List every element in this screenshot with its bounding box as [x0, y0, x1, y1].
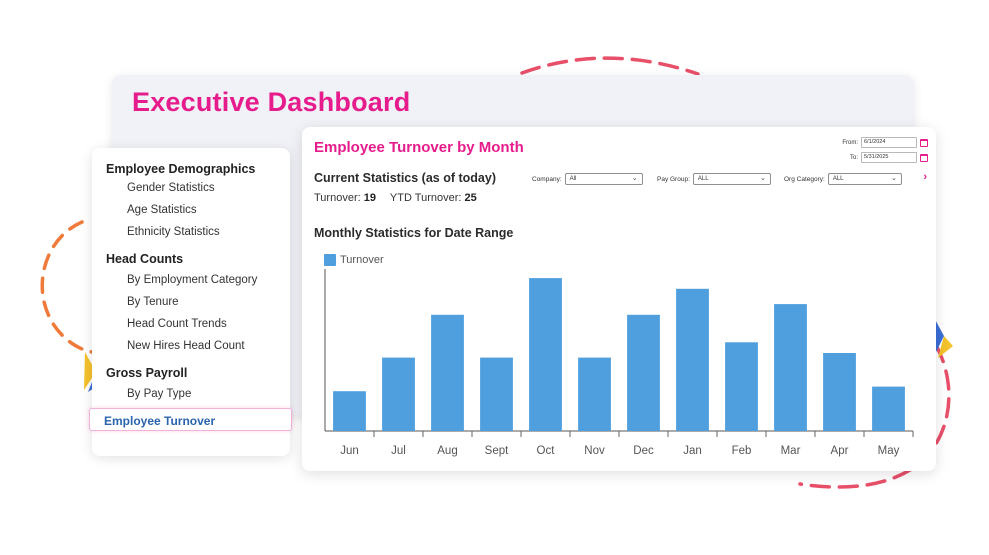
legend-swatch [324, 254, 336, 266]
current-statistics-values: Turnover: 19 YTD Turnover: 25 [314, 192, 477, 204]
x-tick-label-jul: Jul [391, 445, 406, 457]
x-tick-label-oct: Oct [537, 445, 556, 457]
ytd-turnover-value: 25 [464, 192, 477, 204]
date-to-input[interactable]: 5/31/2025 [861, 152, 917, 163]
report-title: Employee Turnover by Month [314, 139, 524, 156]
dashboard-title: Executive Dashboard [132, 87, 411, 117]
legend-label-turnover: Turnover [340, 254, 384, 266]
x-tick-label-apr: Apr [831, 445, 849, 457]
date-from-input[interactable]: 6/1/2024 [861, 137, 917, 148]
nav-item-by-pay-type[interactable]: By Pay Type [127, 388, 192, 400]
bar-oct[interactable] [529, 278, 562, 431]
date-from-label: From: [842, 139, 858, 146]
nav-item-head-count-trends[interactable]: Head Count Trends [127, 318, 227, 330]
chart-legend: Turnover [324, 254, 384, 266]
nav-group-employee-demographics[interactable]: Employee Demographics [106, 162, 256, 176]
x-tick-label-sept: Sept [485, 445, 509, 457]
nav-item-by-employment-category[interactable]: By Employment Category [127, 274, 258, 286]
x-tick-label-may: May [878, 445, 900, 457]
calendar-icon[interactable] [920, 138, 928, 147]
bar-apr[interactable] [823, 353, 856, 431]
bar-mar[interactable] [774, 304, 807, 431]
x-tick-label-dec: Dec [633, 445, 654, 457]
date-from-row: From: 6/1/2024 [842, 137, 928, 148]
bar-dec[interactable] [627, 314, 660, 431]
x-tick-label-feb: Feb [732, 445, 752, 457]
chevron-down-icon: ⌄ [760, 175, 766, 182]
org-category-filter: Org Category: ALL ⌄ [784, 173, 902, 185]
date-to-row: To: 5/31/2025 [850, 152, 928, 163]
turnover-label: Turnover: [314, 192, 361, 204]
bar-may[interactable] [872, 386, 905, 431]
bar-nov[interactable] [578, 357, 611, 431]
monthly-statistics-title: Monthly Statistics for Date Range [314, 226, 514, 240]
bar-jan[interactable] [676, 288, 709, 431]
x-tick-label-jun: Jun [340, 445, 359, 457]
chevron-down-icon: ⌄ [631, 175, 638, 182]
bar-jul[interactable] [382, 357, 415, 431]
bar-jun[interactable] [333, 391, 366, 431]
turnover-report-panel: Employee Turnover by Month From: 6/1/202… [302, 127, 936, 471]
nav-group-head-counts[interactable]: Head Counts [106, 252, 184, 266]
company-select-value: All [569, 176, 577, 182]
x-tick-label-aug: Aug [437, 445, 457, 457]
pay-group-select[interactable]: ALL ⌄ [692, 173, 771, 185]
current-statistics-title: Current Statistics (as of today) [314, 171, 496, 185]
company-select[interactable]: All ⌄ [564, 173, 643, 185]
date-to-label: To: [849, 154, 858, 161]
nav-item-age-statistics[interactable]: Age Statistics [127, 204, 197, 216]
pay-group-filter: Pay Group: ALL ⌄ [657, 173, 771, 185]
x-tick-label-nov: Nov [584, 445, 605, 457]
turnover-value: 19 [363, 192, 376, 204]
org-category-select[interactable]: ALL ⌄ [827, 173, 902, 185]
ytd-turnover-label: YTD Turnover: [389, 192, 462, 204]
pay-group-filter-label: Pay Group: [657, 175, 690, 183]
company-filter-label: Company: [532, 175, 562, 183]
bar-aug[interactable] [431, 314, 464, 431]
nav-item-ethnicity-statistics[interactable]: Ethnicity Statistics [127, 226, 220, 238]
report-navigation: Employee Demographics Gender Statistics … [89, 148, 292, 456]
pay-group-select-value: ALL [697, 176, 709, 182]
bar-feb[interactable] [725, 342, 758, 431]
nav-item-employee-turnover[interactable]: Employee Turnover [89, 408, 292, 431]
org-category-filter-label: Org Category: [784, 175, 825, 183]
org-category-select-value: ALL [832, 176, 844, 182]
turnover-bar-chart: Jun Jul Aug Sept Oct Nov Dec Jan Feb Mar Apr May [324, 269, 914, 457]
dashed-arc-top [520, 56, 700, 76]
x-tick-label-jan: Jan [683, 445, 702, 457]
nav-item-by-tenure[interactable]: By Tenure [127, 296, 179, 308]
chevron-right-icon[interactable]: › [923, 171, 927, 183]
nav-item-new-hires-head-count[interactable]: New Hires Head Count [127, 340, 245, 352]
calendar-icon[interactable] [920, 153, 928, 162]
nav-group-gross-payroll[interactable]: Gross Payroll [106, 366, 188, 380]
company-filter: Company: All ⌄ [532, 173, 643, 185]
chevron-down-icon: ⌄ [890, 175, 897, 182]
dashed-arc-left [40, 220, 94, 354]
nav-item-gender-statistics[interactable]: Gender Statistics [127, 182, 215, 194]
x-tick-label-mar: Mar [781, 445, 801, 457]
bar-sept[interactable] [480, 357, 513, 431]
